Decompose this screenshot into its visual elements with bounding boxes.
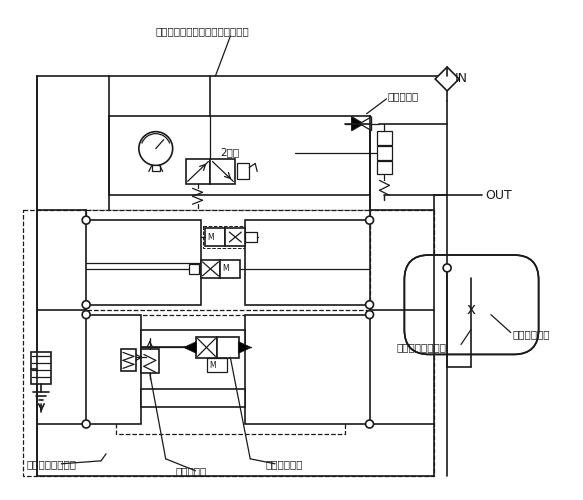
Polygon shape	[238, 342, 251, 353]
Bar	[245, 314, 370, 424]
Bar	[201, 260, 220, 278]
Circle shape	[366, 216, 374, 224]
Text: M: M	[222, 264, 229, 274]
Bar	[245, 220, 370, 304]
Text: オイルタンク: オイルタンク	[513, 330, 550, 340]
Text: IN: IN	[455, 72, 468, 86]
Bar	[237, 164, 250, 180]
Circle shape	[82, 420, 90, 428]
Bar	[86, 314, 141, 424]
Bar	[185, 158, 210, 184]
Bar	[245, 232, 257, 242]
Circle shape	[366, 420, 374, 428]
Bar	[377, 146, 392, 160]
Bar	[86, 210, 370, 310]
FancyBboxPatch shape	[405, 255, 539, 354]
Bar	[121, 350, 136, 372]
Circle shape	[366, 300, 374, 308]
Circle shape	[82, 310, 90, 318]
Bar	[86, 220, 201, 304]
Text: M: M	[208, 232, 214, 241]
Text: リレーバルブ: リレーバルブ	[265, 459, 303, 469]
Bar	[141, 389, 245, 407]
Circle shape	[82, 216, 90, 224]
Bar	[217, 336, 239, 358]
Polygon shape	[352, 116, 364, 130]
Circle shape	[139, 132, 173, 166]
Bar	[31, 352, 51, 384]
Text: ミスト発生差圧確認用手動切換弁: ミスト発生差圧確認用手動切換弁	[156, 26, 250, 36]
Circle shape	[443, 264, 451, 272]
Bar	[23, 210, 434, 475]
Circle shape	[82, 300, 90, 308]
Circle shape	[366, 310, 374, 318]
Bar	[208, 358, 227, 372]
Bar	[205, 228, 226, 246]
Bar	[152, 166, 160, 172]
Bar	[195, 336, 217, 358]
Bar	[210, 158, 236, 184]
Bar	[141, 350, 159, 374]
Bar	[203, 226, 260, 248]
Text: ミスト発生ノズル: ミスト発生ノズル	[396, 342, 447, 352]
Text: x: x	[466, 302, 476, 317]
Polygon shape	[360, 116, 371, 130]
Bar	[377, 130, 392, 144]
Text: 差圧調整弁: 差圧調整弁	[175, 466, 207, 476]
Text: M: M	[209, 361, 216, 370]
Bar	[116, 314, 345, 434]
Text: 運転制御用切換弁: 運転制御用切換弁	[26, 459, 76, 469]
Text: OUT: OUT	[485, 189, 512, 202]
FancyBboxPatch shape	[417, 293, 526, 342]
Bar	[188, 264, 199, 274]
Bar	[226, 228, 245, 246]
Bar	[141, 330, 245, 347]
Polygon shape	[184, 342, 196, 353]
Text: 2方弁: 2方弁	[220, 148, 240, 158]
Polygon shape	[435, 67, 459, 91]
Text: 給油プラグ: 給油プラグ	[388, 91, 419, 101]
Bar	[377, 160, 392, 174]
Bar	[220, 260, 240, 278]
